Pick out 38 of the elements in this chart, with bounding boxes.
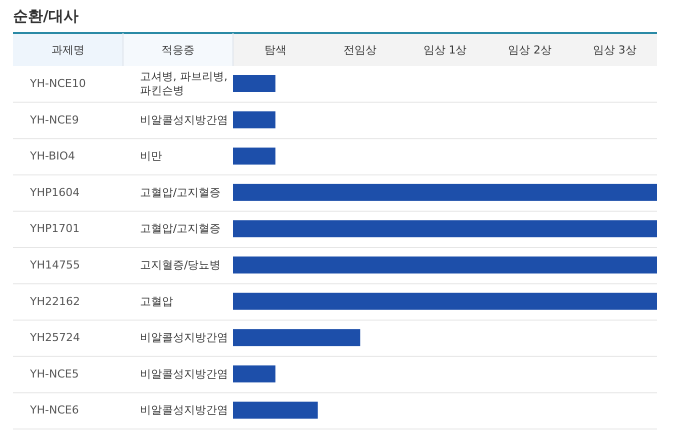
text: 전임상: [344, 44, 377, 56]
text: 탐색: [264, 44, 286, 56]
y-tick-label: YH-NCE10: [29, 77, 86, 90]
y2-tick-label: 고지혈증/당뇨병: [140, 258, 221, 272]
bar: [233, 256, 657, 274]
y-axis-title: 과제명: [52, 44, 84, 56]
y2-axis-title: 적응증: [162, 44, 194, 56]
y2-tick-label: 비알콜성지방간염: [140, 367, 228, 380]
bar: [233, 184, 657, 201]
y2-tick-label: 고혈압: [140, 294, 173, 308]
bar: [233, 111, 276, 128]
bar: [233, 292, 657, 310]
text: 임상 3상: [592, 44, 636, 56]
y2-tick-label: 고혈압/고지혈증: [140, 186, 221, 199]
y2-tick-label: 비알콜성지방간염: [140, 331, 228, 344]
y-tick-label: YH-NCE6: [29, 404, 79, 417]
text: 순환/대사: [13, 7, 78, 25]
text: 임상 2상: [508, 44, 552, 56]
y-tick-label: YH-NCE9: [29, 113, 79, 126]
bar: [233, 148, 276, 165]
y2-tick-label: 비만: [140, 150, 162, 163]
y-tick-label: YH14755: [29, 258, 80, 272]
y-tick-label: YH25724: [29, 331, 80, 344]
bar: [233, 402, 318, 419]
y-tick-label: YH-BIO4: [29, 150, 76, 163]
y2-tick-label: 고혈압/고지혈증: [140, 222, 221, 236]
y2-tick-label: 고셔병, 파브리병, 파킨슨병: [140, 70, 228, 97]
y-tick-label: YH22162: [29, 294, 80, 308]
text: 임상 1상: [423, 44, 467, 56]
bar: [233, 329, 360, 346]
y-tick-label: YHP1701: [29, 222, 80, 236]
y2-tick-label: 비알콜성지방간염: [140, 113, 228, 126]
bar: [233, 365, 276, 382]
y-tick-label: YHP1604: [29, 186, 80, 199]
bar: [233, 220, 657, 238]
y-tick-label: YH-NCE5: [29, 367, 79, 380]
bar: [233, 75, 276, 92]
y2-tick-label: 비알콜성지방간염: [140, 404, 228, 417]
